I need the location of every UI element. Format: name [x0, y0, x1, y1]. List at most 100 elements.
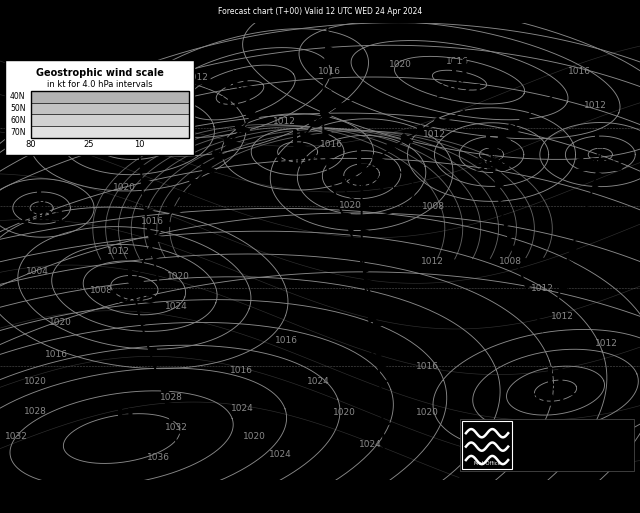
Polygon shape — [173, 430, 182, 436]
Polygon shape — [598, 159, 606, 165]
Polygon shape — [294, 144, 307, 150]
Text: 1020: 1020 — [24, 377, 47, 386]
Polygon shape — [123, 76, 132, 82]
Polygon shape — [137, 306, 145, 312]
Polygon shape — [150, 238, 159, 245]
Polygon shape — [326, 46, 333, 52]
Text: 1005: 1005 — [108, 289, 158, 307]
Text: L: L — [127, 111, 141, 131]
Text: 1020: 1020 — [243, 432, 266, 441]
Text: 25: 25 — [83, 141, 93, 149]
Polygon shape — [148, 347, 157, 353]
Polygon shape — [224, 137, 239, 146]
Polygon shape — [168, 90, 179, 99]
Polygon shape — [563, 272, 570, 278]
Text: 1016: 1016 — [446, 57, 469, 66]
Polygon shape — [166, 402, 174, 408]
Polygon shape — [353, 240, 362, 246]
Text: Forecast chart (T+00) Valid 12 UTC WED 24 Apr 2024: Forecast chart (T+00) Valid 12 UTC WED 2… — [218, 7, 422, 16]
Text: 1024: 1024 — [269, 450, 292, 459]
Text: 1028: 1028 — [24, 407, 47, 416]
Text: 1002: 1002 — [109, 136, 159, 154]
Polygon shape — [156, 268, 164, 274]
Text: 1024: 1024 — [307, 377, 330, 386]
Text: 40N: 40N — [10, 92, 26, 101]
Polygon shape — [90, 79, 99, 85]
Text: in kt for 4.0 hPa intervals: in kt for 4.0 hPa intervals — [47, 80, 152, 89]
Polygon shape — [508, 125, 520, 132]
Polygon shape — [363, 267, 371, 273]
Polygon shape — [134, 120, 143, 126]
Text: H: H — [547, 367, 564, 387]
Polygon shape — [327, 32, 335, 37]
Text: Geostrophic wind scale: Geostrophic wind scale — [36, 68, 163, 78]
Bar — [460, 419, 634, 471]
Text: 10: 10 — [134, 141, 145, 149]
Polygon shape — [321, 109, 332, 117]
Text: 1012: 1012 — [531, 284, 554, 293]
Text: H: H — [231, 70, 249, 90]
Polygon shape — [499, 135, 510, 143]
Bar — [31, 114, 189, 126]
Polygon shape — [145, 209, 154, 215]
Polygon shape — [584, 210, 591, 215]
Text: 60N: 60N — [10, 116, 26, 125]
Text: 1012: 1012 — [422, 130, 445, 140]
Polygon shape — [370, 294, 378, 301]
Polygon shape — [376, 337, 383, 343]
Polygon shape — [520, 270, 527, 275]
Polygon shape — [560, 285, 567, 290]
Text: 1013: 1013 — [531, 391, 580, 410]
Text: © Crown Copyright: © Crown Copyright — [517, 450, 598, 459]
Text: 1016: 1016 — [318, 67, 341, 75]
Text: 1028: 1028 — [160, 393, 183, 402]
Polygon shape — [223, 78, 232, 88]
Bar — [31, 91, 189, 103]
Polygon shape — [524, 283, 532, 288]
Polygon shape — [140, 164, 149, 171]
Polygon shape — [575, 235, 582, 240]
Polygon shape — [141, 248, 156, 256]
Polygon shape — [534, 307, 541, 312]
Text: 1012: 1012 — [273, 117, 296, 126]
Text: 1020: 1020 — [166, 272, 189, 281]
Text: 1004: 1004 — [337, 175, 387, 193]
Polygon shape — [152, 100, 165, 108]
Polygon shape — [501, 208, 508, 214]
Text: 1012: 1012 — [595, 339, 618, 348]
Text: 1016: 1016 — [275, 336, 298, 345]
Polygon shape — [380, 379, 388, 385]
Polygon shape — [236, 124, 250, 132]
Polygon shape — [367, 281, 375, 287]
Polygon shape — [531, 104, 542, 112]
Polygon shape — [324, 74, 332, 80]
Polygon shape — [141, 179, 150, 186]
Polygon shape — [157, 374, 166, 381]
Text: 1016: 1016 — [568, 67, 591, 75]
Text: 1024: 1024 — [215, 95, 265, 113]
Text: Met Office: Met Office — [474, 461, 500, 466]
Polygon shape — [64, 59, 72, 65]
Polygon shape — [579, 222, 587, 228]
Polygon shape — [508, 233, 515, 239]
Text: 1016: 1016 — [230, 366, 253, 374]
Polygon shape — [149, 233, 164, 241]
Polygon shape — [309, 120, 321, 127]
Polygon shape — [529, 295, 537, 300]
Polygon shape — [362, 191, 369, 196]
Text: 1024: 1024 — [164, 302, 188, 311]
Polygon shape — [142, 113, 156, 120]
Polygon shape — [367, 304, 374, 310]
Text: 1016: 1016 — [141, 217, 164, 226]
Polygon shape — [362, 178, 369, 184]
Polygon shape — [362, 241, 369, 247]
Polygon shape — [326, 158, 334, 164]
Text: 1012: 1012 — [420, 257, 444, 266]
Polygon shape — [77, 69, 86, 74]
Polygon shape — [147, 223, 156, 230]
Polygon shape — [152, 253, 161, 260]
Text: 1001: 1001 — [17, 209, 67, 227]
Polygon shape — [362, 216, 369, 222]
Text: 1036: 1036 — [147, 453, 170, 462]
Polygon shape — [153, 361, 161, 367]
